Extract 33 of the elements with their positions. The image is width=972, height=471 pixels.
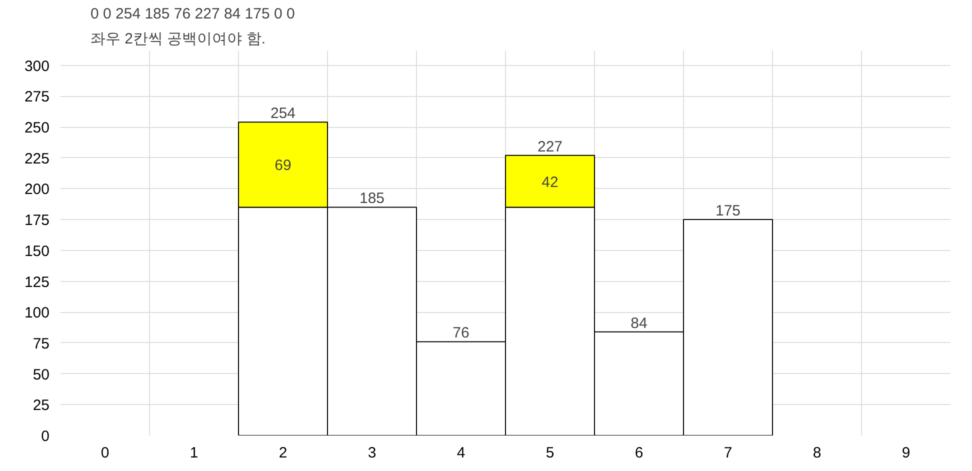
- y-tick-label: 175: [24, 212, 50, 230]
- x-tick-label: 1: [190, 444, 198, 462]
- y-tick-label: 25: [32, 397, 50, 414]
- total-label: 227: [537, 138, 563, 156]
- y-tick-label: 300: [24, 58, 50, 75]
- y-tick-label: 250: [24, 120, 50, 137]
- y-tick-label: 200: [24, 181, 50, 198]
- x-tick-label: 2: [278, 444, 288, 462]
- x-tick-label: 4: [456, 444, 466, 462]
- y-tick-label: 0: [41, 428, 50, 445]
- y-tick-label: 50: [32, 366, 50, 384]
- x-tick-label: 9: [902, 444, 910, 462]
- x-tick-label: 5: [546, 444, 554, 462]
- y-tick-label: 75: [32, 335, 50, 352]
- x-tick-label: 8: [812, 444, 822, 462]
- x-tick-label: 0: [100, 444, 110, 462]
- y-tick-label: 125: [24, 274, 50, 291]
- text: 좌우 2칸씩 공백이여야 함.: [90, 30, 266, 48]
- y-tick-label: 100: [24, 304, 50, 322]
- x-tick-label: 7: [724, 444, 732, 462]
- data-label: 42: [542, 174, 558, 191]
- total-label: 185: [359, 190, 385, 208]
- x-tick-label: 6: [634, 444, 644, 462]
- total-label: 254: [270, 105, 296, 122]
- x-tick-label: 3: [368, 444, 376, 462]
- total-label: 84: [630, 314, 648, 332]
- total-label: 175: [715, 202, 741, 220]
- data-label: 69: [274, 157, 292, 174]
- text: 0 0 254 185 76 227 84 175 0 0: [90, 6, 295, 22]
- y-tick-label: 225: [24, 150, 50, 168]
- y-tick-label: 275: [24, 88, 50, 106]
- y-tick-label: 150: [24, 242, 50, 260]
- total-label: 76: [452, 324, 470, 342]
